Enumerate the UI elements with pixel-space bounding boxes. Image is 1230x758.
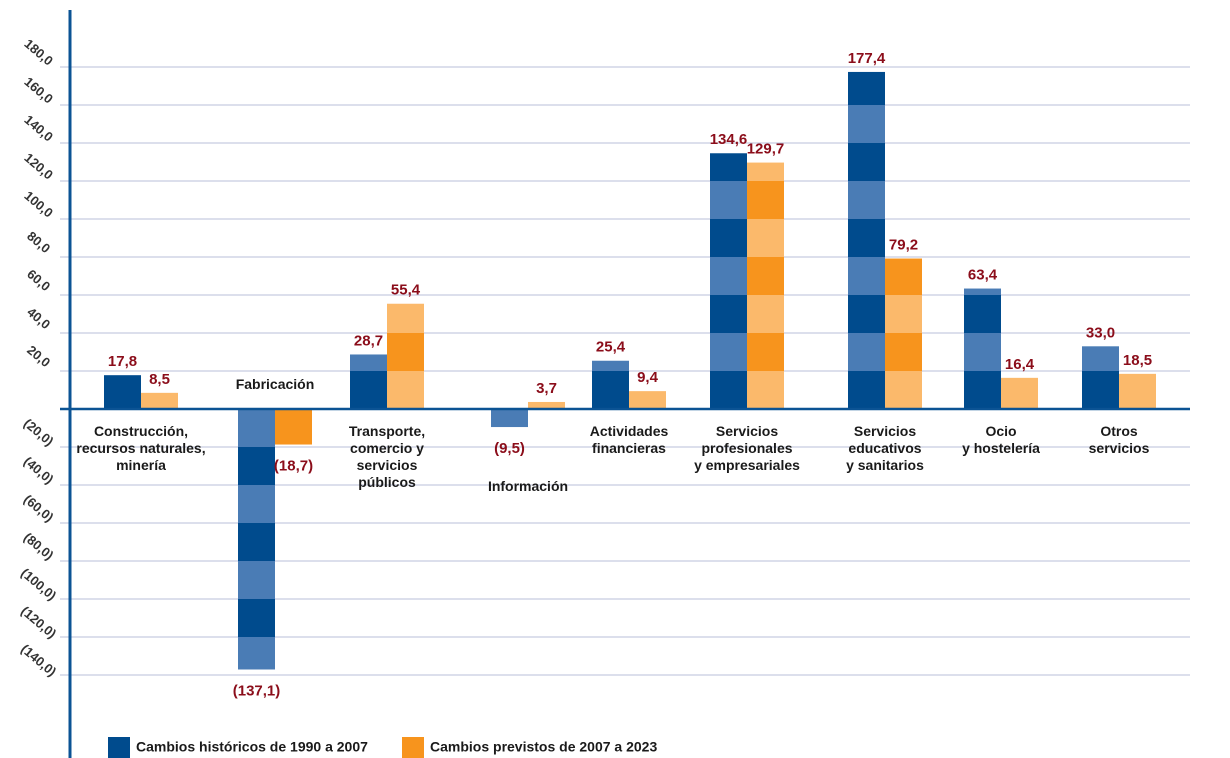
y-tick-label: 180,0 — [21, 36, 56, 68]
x-tick-label: Fabricación — [236, 376, 315, 392]
bar — [848, 72, 885, 409]
bar — [1082, 346, 1119, 409]
value-label: 18,5 — [1123, 352, 1152, 369]
y-tick-label: 160,0 — [21, 74, 56, 106]
y-tick-label: (100,0) — [18, 565, 59, 603]
value-label: (137,1) — [233, 682, 281, 699]
value-label: (18,7) — [274, 457, 313, 474]
value-label: 33,0 — [1086, 324, 1115, 341]
y-tick-label: 140,0 — [21, 112, 56, 144]
value-label: 63,4 — [968, 267, 998, 284]
value-label: 28,7 — [354, 332, 383, 349]
y-tick-label: 60,0 — [24, 266, 53, 294]
y-tick-label: (40,0) — [21, 454, 57, 487]
bar — [491, 409, 528, 427]
y-tick-label: 20,0 — [24, 342, 53, 370]
value-label: 17,8 — [108, 353, 137, 370]
x-tick-label: Construcción,recursos naturales,minería — [76, 423, 205, 473]
y-tick-label: (80,0) — [21, 530, 57, 563]
marks: Construcción,recursos naturales,minería F… — [60, 50, 1190, 758]
bar — [104, 375, 141, 409]
bar — [1119, 374, 1156, 409]
value-label: 8,5 — [149, 371, 170, 388]
y-tick-label: (120,0) — [18, 603, 59, 641]
value-label: 129,7 — [747, 141, 785, 158]
bar — [350, 354, 387, 409]
value-label: 55,4 — [391, 282, 421, 299]
bar — [592, 361, 629, 409]
y-tick-label: 100,0 — [21, 188, 56, 220]
y-tick-label: 40,0 — [24, 304, 53, 332]
value-label: 79,2 — [889, 236, 918, 253]
value-label: 3,7 — [536, 380, 557, 397]
y-tick-label: (140,0) — [18, 641, 59, 679]
bar — [747, 163, 784, 409]
legend-swatch — [402, 737, 424, 758]
y-tick-label: 80,0 — [24, 228, 53, 256]
value-label: 9,4 — [637, 369, 659, 386]
x-tick-label: Información — [488, 478, 568, 494]
bar — [885, 259, 922, 409]
bar — [964, 289, 1001, 409]
bar — [1001, 378, 1038, 409]
legend-label: Cambios históricos de 1990 a 2007 — [136, 739, 368, 755]
value-label: 177,4 — [848, 50, 886, 67]
bar — [141, 393, 178, 409]
y-tick-label: (20,0) — [21, 416, 57, 449]
value-label: 134,6 — [710, 131, 748, 148]
value-label: (9,5) — [494, 440, 525, 457]
value-label: 16,4 — [1005, 356, 1035, 373]
bar — [275, 409, 312, 445]
y-tick-label: 120,0 — [21, 150, 56, 182]
legend-label: Cambios previstos de 2007 a 2023 — [430, 739, 657, 755]
legend-swatch — [108, 737, 130, 758]
bar — [629, 391, 666, 409]
bar — [710, 153, 747, 409]
bar — [238, 409, 275, 669]
bar — [387, 304, 424, 409]
chart: 180,0 160,0 140,0 120,0 100,0 80,0 60,0 40,0 20,… — [0, 0, 1230, 758]
value-label: 25,4 — [596, 339, 626, 356]
y-tick-label: (60,0) — [21, 492, 57, 525]
